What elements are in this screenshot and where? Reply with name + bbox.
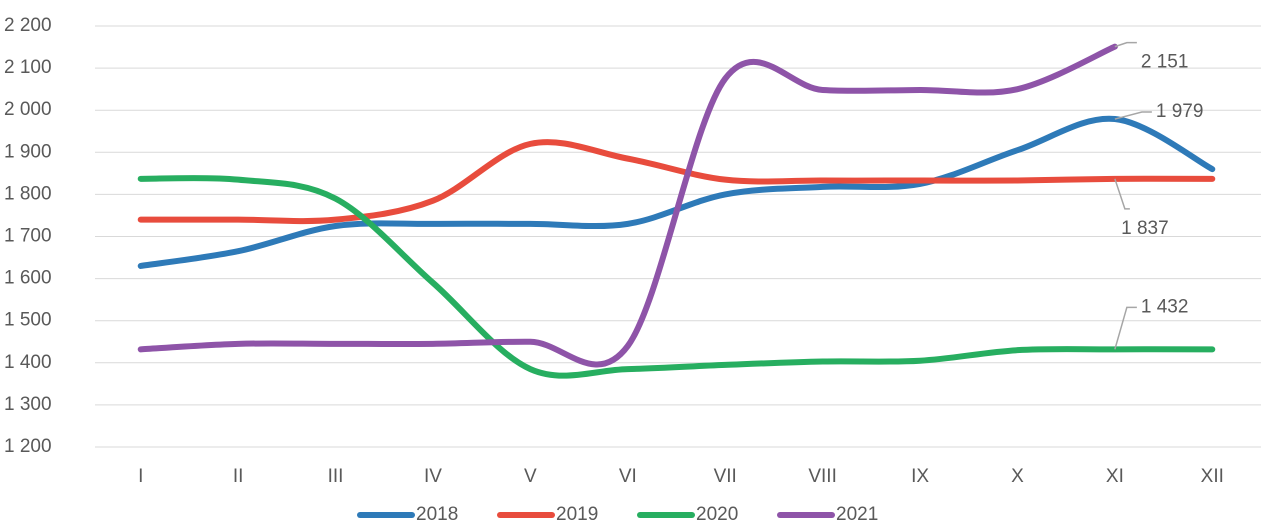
line-series <box>137 139 1216 225</box>
line-series <box>137 115 1216 269</box>
y-tick-label: 2 000 <box>4 99 52 120</box>
y-tick-label: 1 600 <box>4 268 52 289</box>
legend-label: 2019 <box>556 504 598 525</box>
y-tick-label: 1 900 <box>4 141 52 162</box>
x-tick-label: I <box>138 466 143 487</box>
x-tick-label: VIII <box>808 466 837 487</box>
x-tick-label: VI <box>619 466 637 487</box>
leader-line <box>1114 178 1130 210</box>
leader-line <box>1114 306 1137 350</box>
y-tick-label: 1 200 <box>4 436 52 457</box>
x-tick-label: X <box>1011 466 1024 487</box>
data-label: 1 432 <box>1141 296 1189 317</box>
x-tick-label: XI <box>1106 466 1124 487</box>
legend-label: 2021 <box>836 504 878 525</box>
data-label: 1 979 <box>1156 101 1204 122</box>
y-tick-label: 1 300 <box>4 394 52 415</box>
legend-label: 2020 <box>696 504 738 525</box>
x-tick-label: IV <box>424 466 442 487</box>
y-tick-label: 1 700 <box>4 226 52 247</box>
x-tick-label: V <box>524 466 537 487</box>
data-label: 1 837 <box>1121 218 1169 239</box>
legend-label: 2018 <box>416 504 458 525</box>
leader-line <box>1114 41 1137 48</box>
y-tick-label: 1 400 <box>4 352 52 373</box>
data-label: 2 151 <box>1141 52 1189 73</box>
x-tick-label: II <box>233 466 244 487</box>
line-series <box>137 174 1216 379</box>
y-tick-label: 1 500 <box>4 310 52 331</box>
y-tick-label: 1 800 <box>4 183 52 204</box>
x-tick-label: III <box>328 466 344 487</box>
leader-line <box>1114 111 1152 120</box>
y-tick-label: 2 100 <box>4 57 52 78</box>
x-tick-label: XII <box>1201 466 1224 487</box>
line-series <box>137 43 1118 368</box>
y-tick-label: 2 200 <box>4 15 52 36</box>
x-tick-label: IX <box>911 466 929 487</box>
x-tick-label: VII <box>714 466 737 487</box>
